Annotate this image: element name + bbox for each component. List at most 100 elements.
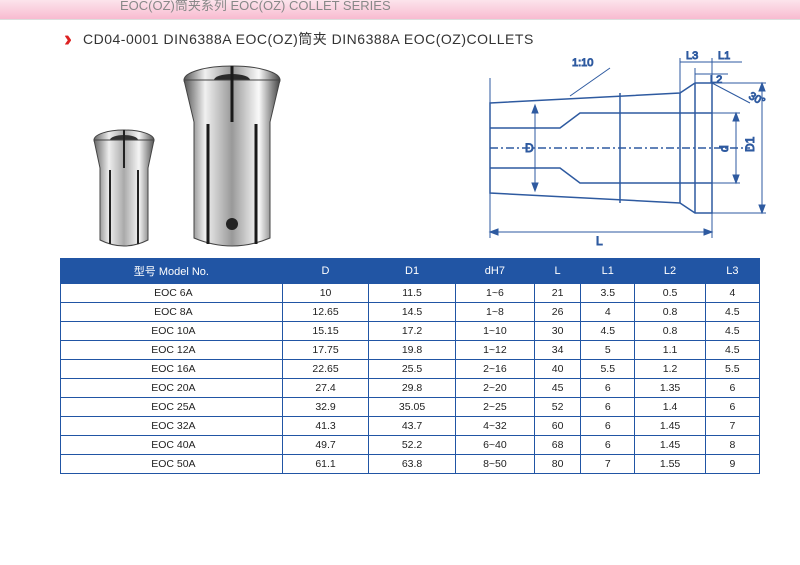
table-cell: 4.5 [581, 322, 635, 341]
table-cell: EOC 50A [61, 455, 283, 474]
table-cell: 0.8 [635, 303, 705, 322]
table-cell: 8~50 [455, 455, 534, 474]
table-cell: 52 [535, 398, 581, 417]
collet-photo-small [90, 128, 158, 248]
table-cell: EOC 8A [61, 303, 283, 322]
dim-D: D [525, 141, 534, 155]
table-header-cell: dH7 [455, 259, 534, 284]
table-cell: 10 [282, 284, 369, 303]
table-cell: 1.1 [635, 341, 705, 360]
table-cell: 34 [535, 341, 581, 360]
table-cell: 80 [535, 455, 581, 474]
table-cell: 6 [705, 379, 759, 398]
table-cell: 9 [705, 455, 759, 474]
table-row: EOC 12A17.7519.81~123451.14.5 [61, 341, 760, 360]
table-cell: EOC 12A [61, 341, 283, 360]
table-cell: 27.4 [282, 379, 369, 398]
technical-drawing: L3 L1 L2 1:10 30° L [306, 48, 790, 248]
table-cell: 15.15 [282, 322, 369, 341]
table-header-cell: D [282, 259, 369, 284]
table-cell: EOC 32A [61, 417, 283, 436]
table-row: EOC 8A12.6514.51~82640.84.5 [61, 303, 760, 322]
table-cell: 12.65 [282, 303, 369, 322]
dim-L: L [596, 234, 603, 248]
table-cell: 63.8 [369, 455, 456, 474]
table-cell: 0.5 [635, 284, 705, 303]
table-cell: EOC 25A [61, 398, 283, 417]
table-cell: EOC 20A [61, 379, 283, 398]
table-cell: 52.2 [369, 436, 456, 455]
series-title-bar: EOC(OZ)筒夹系列 EOC(OZ) COLLET SERIES [0, 0, 800, 20]
table-cell: 4.5 [705, 341, 759, 360]
dim-D1: D1 [743, 136, 757, 152]
dim-L2: L2 [710, 74, 722, 86]
table-cell: 49.7 [282, 436, 369, 455]
table-row: EOC 20A27.429.82~204561.356 [61, 379, 760, 398]
table-cell: 0.8 [635, 322, 705, 341]
table-cell: 7 [705, 417, 759, 436]
dim-taper: 1:10 [572, 57, 593, 69]
table-cell: 26 [535, 303, 581, 322]
table-cell: 1~6 [455, 284, 534, 303]
table-cell: 2~16 [455, 360, 534, 379]
table-cell: 1~8 [455, 303, 534, 322]
table-cell: 4.5 [705, 322, 759, 341]
table-cell: 21 [535, 284, 581, 303]
table-cell: 35.05 [369, 398, 456, 417]
table-cell: 17.75 [282, 341, 369, 360]
table-cell: 6 [581, 398, 635, 417]
table-cell: 6 [581, 417, 635, 436]
table-cell: 68 [535, 436, 581, 455]
spec-table: 型号 Model No.DD1dH7LL1L2L3 EOC 6A1011.51~… [60, 258, 760, 474]
table-cell: 14.5 [369, 303, 456, 322]
product-code-text: CD04-0001 DIN6388A EOC(OZ)筒夹 DIN6388A EO… [83, 29, 534, 49]
table-cell: 2~25 [455, 398, 534, 417]
table-row: EOC 16A22.6525.52~16405.51.25.5 [61, 360, 760, 379]
table-cell: 4.5 [705, 303, 759, 322]
table-row: EOC 32A41.343.74~326061.457 [61, 417, 760, 436]
table-cell: 1.2 [635, 360, 705, 379]
table-row: EOC 10A15.1517.21~10304.50.84.5 [61, 322, 760, 341]
table-cell: 1.45 [635, 436, 705, 455]
table-cell: 1.55 [635, 455, 705, 474]
table-cell: 60 [535, 417, 581, 436]
table-cell: 6 [581, 436, 635, 455]
table-cell: 43.7 [369, 417, 456, 436]
table-cell: 1.35 [635, 379, 705, 398]
table-cell: EOC 10A [61, 322, 283, 341]
table-cell: EOC 40A [61, 436, 283, 455]
table-cell: 29.8 [369, 379, 456, 398]
dim-d: d [717, 145, 731, 152]
table-cell: 6~40 [455, 436, 534, 455]
table-header-cell: D1 [369, 259, 456, 284]
table-cell: 30 [535, 322, 581, 341]
table-cell: 6 [581, 379, 635, 398]
table-cell: 5.5 [581, 360, 635, 379]
table-header-cell: L3 [705, 259, 759, 284]
collet-photo-large [178, 64, 286, 248]
chevron-icon: ››› [64, 26, 65, 52]
table-header-cell: L1 [581, 259, 635, 284]
dim-L1: L1 [718, 50, 730, 62]
table-cell: 25.5 [369, 360, 456, 379]
table-header-cell: L2 [635, 259, 705, 284]
table-cell: 4 [705, 284, 759, 303]
table-header-row: 型号 Model No.DD1dH7LL1L2L3 [61, 259, 760, 284]
table-cell: 32.9 [282, 398, 369, 417]
table-cell: 45 [535, 379, 581, 398]
series-title-text: EOC(OZ)筒夹系列 EOC(OZ) COLLET SERIES [120, 0, 391, 13]
table-cell: 41.3 [282, 417, 369, 436]
table-cell: 19.8 [369, 341, 456, 360]
table-cell: 1~10 [455, 322, 534, 341]
table-header-cell: L [535, 259, 581, 284]
table-cell: 17.2 [369, 322, 456, 341]
table-cell: 1.45 [635, 417, 705, 436]
dim-L3: L3 [686, 50, 698, 62]
table-cell: 8 [705, 436, 759, 455]
table-row: EOC 40A49.752.26~406861.458 [61, 436, 760, 455]
table-row: EOC 50A61.163.88~508071.559 [61, 455, 760, 474]
table-row: EOC 6A1011.51~6213.50.54 [61, 284, 760, 303]
table-cell: 6 [705, 398, 759, 417]
table-cell: 2~20 [455, 379, 534, 398]
table-cell: 3.5 [581, 284, 635, 303]
